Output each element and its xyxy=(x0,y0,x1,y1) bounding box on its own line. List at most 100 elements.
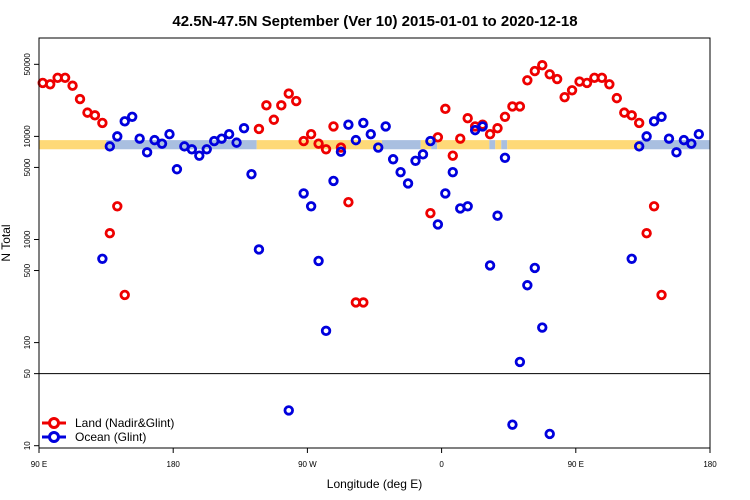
ocean-point-12 xyxy=(186,144,198,155)
band-segment-land-4 xyxy=(420,140,432,150)
land-point-37 xyxy=(499,111,511,122)
x-tick-label-0: 90 E xyxy=(31,460,47,469)
legend-entry-land: Land (Nadir&Glint) xyxy=(42,416,174,430)
legend-ocean-marker xyxy=(48,431,60,443)
ocean-point-32 xyxy=(365,129,376,140)
band-segment-ocean-9 xyxy=(501,140,508,150)
land-point-46 xyxy=(566,85,578,96)
ocean-point-56 xyxy=(544,428,555,440)
legend: Land (Nadir&Glint) Ocean (Glint) xyxy=(42,416,174,444)
y-tick-label-6: 10000 xyxy=(23,125,32,148)
legend-entry-ocean: Ocean (Glint) xyxy=(42,430,146,444)
x-tick-label-3: 0 xyxy=(439,460,444,469)
ocean-point-46 xyxy=(469,124,481,136)
ocean-point-27 xyxy=(328,175,339,187)
x-tick-label-1: 180 xyxy=(167,460,181,469)
ocean-point-52 xyxy=(514,356,526,368)
ocean-point-18 xyxy=(231,137,242,148)
ocean-point-38 xyxy=(410,155,421,166)
land-point-7 xyxy=(89,110,101,121)
band-segment-land-0 xyxy=(39,140,107,150)
land-point-50 xyxy=(596,72,608,84)
x-axis: 90 E 180 90 W 0 90 E 180 xyxy=(31,448,717,469)
ocean-point-33 xyxy=(373,142,384,153)
ocean-point-3 xyxy=(119,116,130,127)
chart-title: 42.5N-47.5N September (Ver 10) 2015-01-0… xyxy=(172,13,577,30)
ocean-point-4 xyxy=(126,111,138,122)
ocean-point-10 xyxy=(171,164,183,175)
land-point-21 xyxy=(320,144,332,155)
band-segment-land-8 xyxy=(495,140,502,150)
land-point-27 xyxy=(425,207,436,219)
y-tick-label-0: 10 xyxy=(23,441,32,450)
land-point-31 xyxy=(455,133,466,144)
y-tick-label-1: 50 xyxy=(23,369,32,378)
ocean-point-28 xyxy=(335,146,347,157)
land-point-14 xyxy=(268,114,280,125)
ocean-point-49 xyxy=(492,210,503,221)
y-tick-label-5: 5000 xyxy=(23,158,32,176)
x-tick-label-2: 90 W xyxy=(298,460,317,469)
land-point-13 xyxy=(261,100,272,111)
land-point-23 xyxy=(335,142,347,153)
land-point-12 xyxy=(253,123,265,135)
land-point-48 xyxy=(581,77,593,89)
land-point-16 xyxy=(283,88,294,99)
ocean-point-53 xyxy=(522,280,533,291)
ocean-point-17 xyxy=(223,129,235,140)
land-point-45 xyxy=(559,91,570,103)
land-point-57 xyxy=(648,201,660,212)
ocean-point-60 xyxy=(648,116,660,127)
ocean-point-29 xyxy=(343,119,354,130)
y-tick-label-2: 100 xyxy=(23,335,32,349)
ocean-point-26 xyxy=(320,325,332,337)
ocean-point-37 xyxy=(402,178,414,189)
land-point-8 xyxy=(97,117,108,129)
x-tick-label-4: 90 E xyxy=(568,460,584,469)
ocean-point-35 xyxy=(387,154,399,165)
land-point-11 xyxy=(119,289,130,301)
y-axis-label: N Total xyxy=(0,224,13,261)
land-point-56 xyxy=(641,228,652,239)
ocean-point-23 xyxy=(298,188,309,199)
land-point-5 xyxy=(74,93,86,105)
ocean-point-21 xyxy=(253,244,265,255)
ocean-point-57 xyxy=(626,253,637,264)
ocean-point-42 xyxy=(440,188,451,199)
land-point-30 xyxy=(447,150,458,161)
ocean-point-59 xyxy=(641,131,652,142)
ocean-point-24 xyxy=(305,201,317,212)
ocean-point-51 xyxy=(507,419,518,430)
band-segment-ocean-3 xyxy=(381,140,421,150)
x-axis-label: Longitude (deg E) xyxy=(327,477,422,491)
ocean-point-25 xyxy=(313,255,324,267)
land-point-28 xyxy=(432,132,444,143)
ocean-point-50 xyxy=(499,152,511,163)
ocean-point-2 xyxy=(112,131,123,142)
y-axis: 10 50 100 500 1000 5000 10000 50000 xyxy=(23,53,39,450)
land-point-3 xyxy=(59,72,71,84)
ocean-point-9 xyxy=(164,129,175,140)
land-point-20 xyxy=(313,138,324,149)
land-point-15 xyxy=(276,100,287,111)
land-point-9 xyxy=(104,228,116,239)
ocean-point-13 xyxy=(194,150,205,161)
land-point-54 xyxy=(626,110,637,121)
ocean-point-40 xyxy=(425,135,436,147)
ocean-point-58 xyxy=(633,141,645,152)
ocean-point-31 xyxy=(358,117,369,129)
land-point-44 xyxy=(551,73,563,85)
land-point-22 xyxy=(328,121,339,132)
ocean-point-55 xyxy=(537,322,548,333)
ocean-point-65 xyxy=(686,138,697,149)
ocean-point-34 xyxy=(380,121,391,132)
land-point-24 xyxy=(343,196,354,208)
land-point-43 xyxy=(544,69,555,80)
ocean-point-36 xyxy=(395,166,406,178)
ocean-point-54 xyxy=(529,262,540,274)
ocean-point-22 xyxy=(283,405,294,416)
land-point-32 xyxy=(462,113,473,124)
land-point-51 xyxy=(604,79,615,90)
ocean-point-48 xyxy=(484,260,496,271)
